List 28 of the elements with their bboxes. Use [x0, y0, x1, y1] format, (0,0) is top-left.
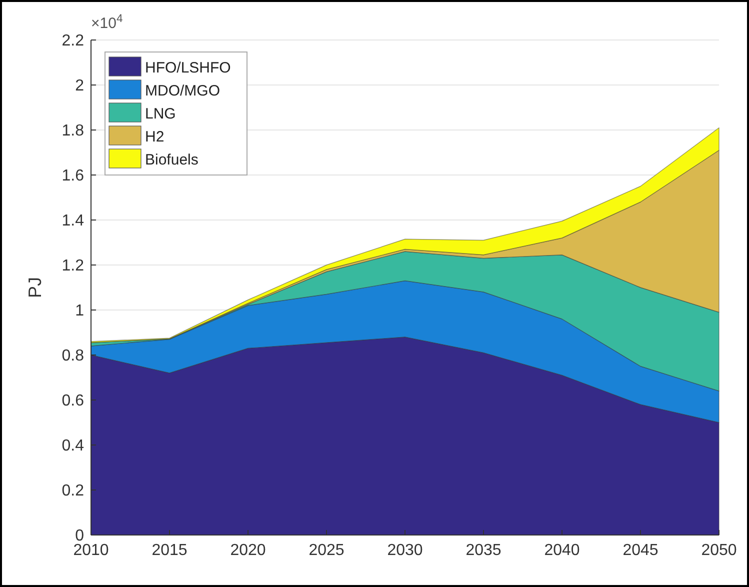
x-tick-label: 2015: [152, 542, 188, 559]
y-tick-label: 0: [75, 528, 84, 545]
x-tick-label: 2050: [701, 542, 737, 559]
x-tick-label: 2030: [387, 542, 423, 559]
y-tick-label: 1.2: [62, 258, 84, 275]
y-tick-label: 1.8: [62, 122, 84, 140]
y-tick-label: 1: [75, 302, 84, 320]
y-tick-label: 2.2: [62, 32, 84, 50]
y-tick-label: 0.6: [62, 392, 84, 410]
x-tick-label: 2020: [230, 542, 266, 559]
y-tick-label: 2: [75, 78, 84, 95]
legend-label: H2: [145, 128, 164, 146]
text: ×10$^{4}$: [91, 13, 123, 32]
x-tick-label: 2040: [544, 542, 580, 559]
y-tick-label: 0.2: [62, 482, 84, 500]
x-tick-label: 2045: [622, 542, 658, 559]
y-tick-label: 0.8: [62, 348, 84, 365]
legend-label: LNG: [145, 105, 176, 122]
x-tick-label: 2035: [466, 542, 502, 559]
x-tick-label: 2025: [308, 542, 344, 559]
y-tick-label: 1.4: [62, 212, 84, 230]
x-tick-label: 2010: [73, 542, 109, 559]
y-tick-label: 0.4: [62, 438, 84, 455]
y-axis-title: PJ: [25, 276, 45, 298]
legend-label: HFO/LSHFO: [145, 59, 231, 76]
y-tick-label: 1.6: [62, 168, 84, 185]
legend-label: Biofuels: [145, 151, 198, 168]
legend-label: MDO/MGO: [145, 82, 220, 100]
